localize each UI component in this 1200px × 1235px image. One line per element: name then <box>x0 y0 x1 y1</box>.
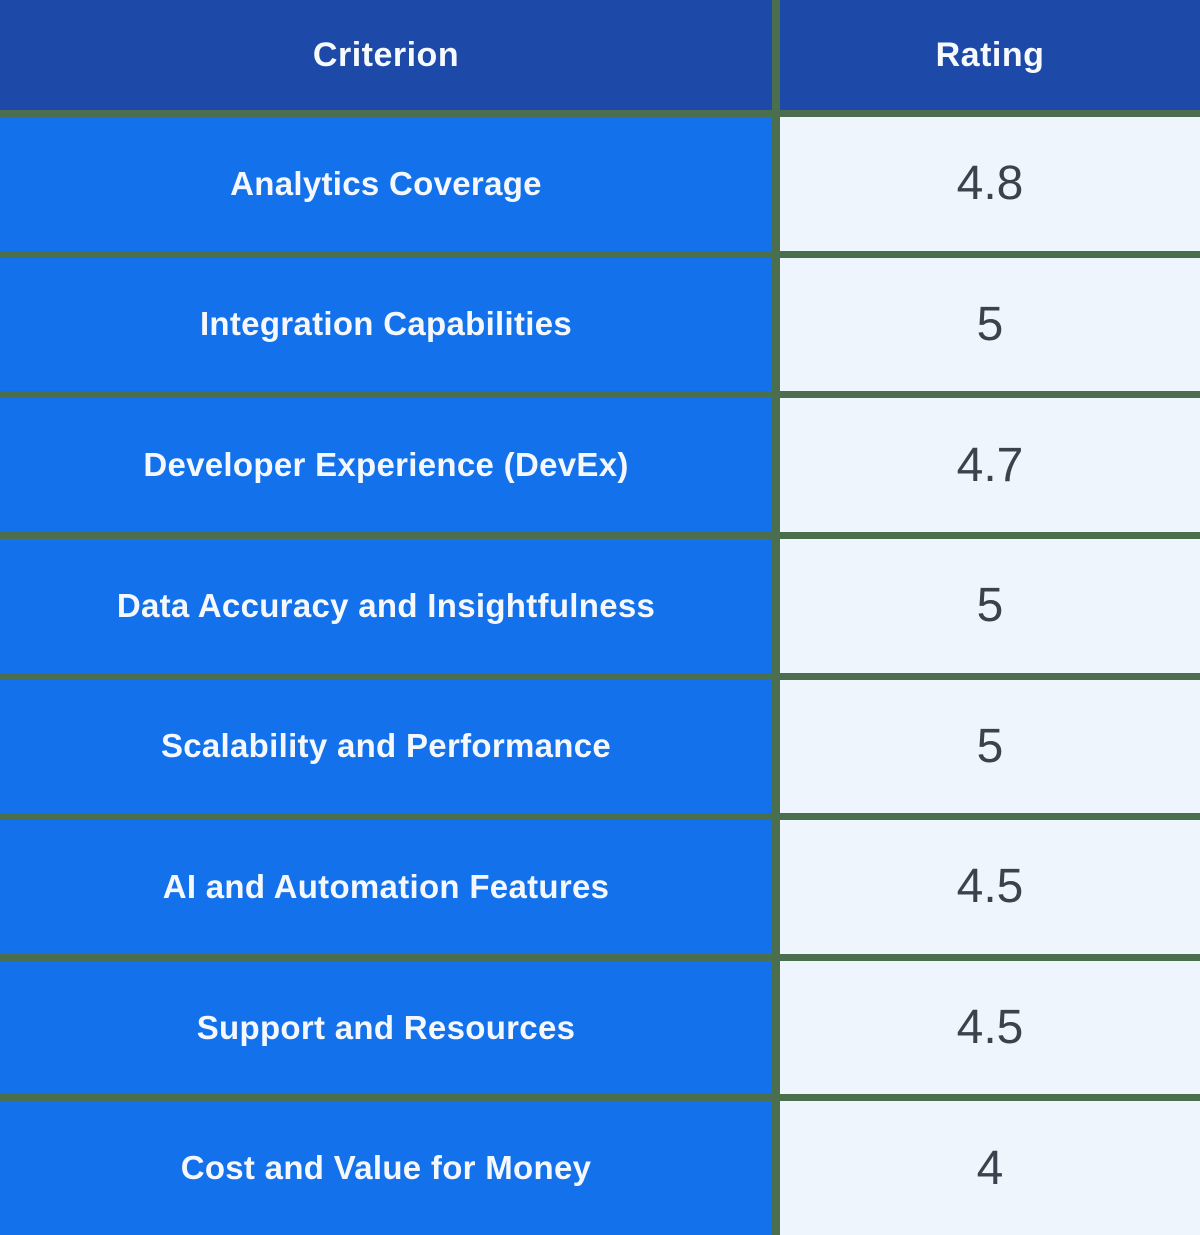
criterion-cell: Cost and Value for Money <box>0 1101 772 1235</box>
rating-cell: 5 <box>780 679 1200 814</box>
rating-cell: 4 <box>780 1101 1200 1235</box>
criterion-cell: Scalability and Performance <box>0 679 772 814</box>
rating-cell: 4.7 <box>780 398 1200 532</box>
criterion-cell: AI and Automation Features <box>0 820 772 954</box>
rating-cell: 4.5 <box>780 960 1200 1095</box>
criterion-cell: Developer Experience (DevEx) <box>0 398 772 532</box>
column-header-rating: Rating <box>780 0 1200 110</box>
criterion-cell: Integration Capabilities <box>0 257 772 392</box>
rating-cell: 4.8 <box>780 117 1200 251</box>
rating-cell: 5 <box>780 257 1200 392</box>
column-header-criterion: Criterion <box>0 0 772 110</box>
rating-cell: 5 <box>780 538 1200 673</box>
criterion-cell: Analytics Coverage <box>0 117 772 251</box>
rating-cell: 4.5 <box>780 820 1200 954</box>
criterion-cell: Support and Resources <box>0 960 772 1095</box>
criterion-cell: Data Accuracy and Insightfulness <box>0 538 772 673</box>
